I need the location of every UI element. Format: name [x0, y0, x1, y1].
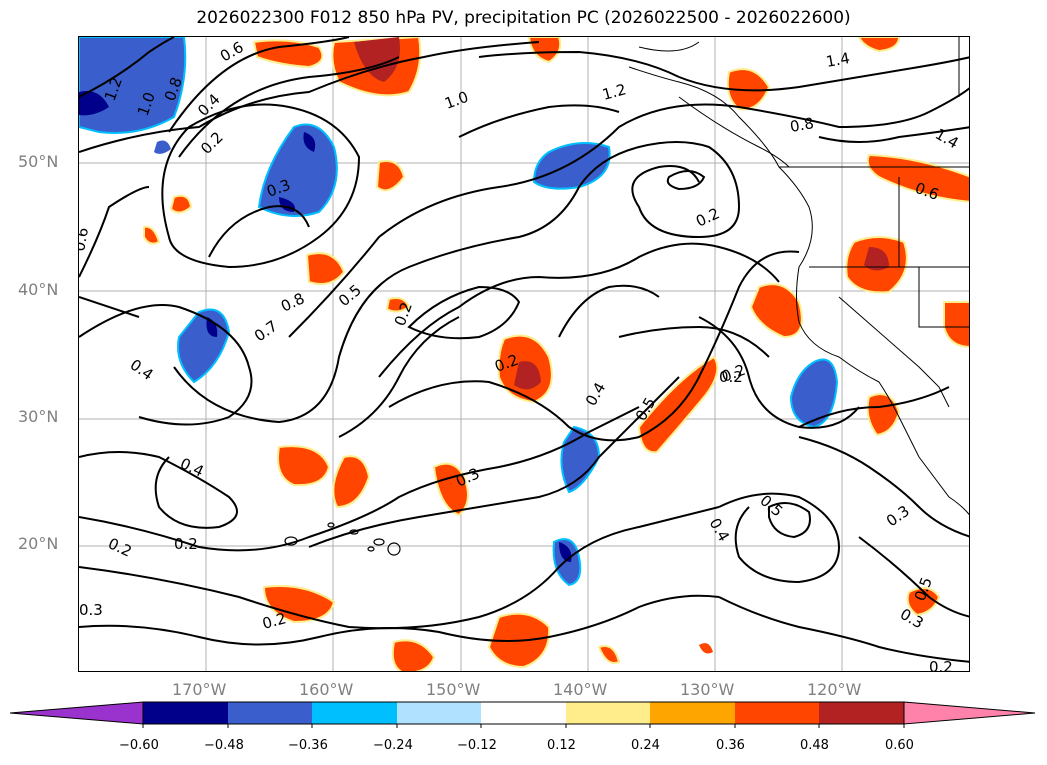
colorbar-tick-label: 0.36 — [716, 738, 745, 753]
svg-text:0.5: 0.5 — [335, 281, 365, 310]
lon-label-150w: 150°W — [426, 680, 481, 699]
colorbar-tick-label: −0.24 — [373, 738, 413, 753]
svg-text:1.4: 1.4 — [825, 49, 852, 71]
coastlines — [628, 37, 969, 516]
colorbar-tick-label: 0.24 — [631, 738, 660, 753]
svg-text:0.3: 0.3 — [883, 502, 913, 530]
colorbar-tick-label: −0.48 — [204, 738, 244, 753]
svg-text:0.8: 0.8 — [789, 114, 816, 136]
pv-contours — [79, 37, 969, 663]
svg-text:0.2: 0.2 — [197, 128, 227, 158]
svg-text:0.2: 0.2 — [174, 535, 198, 553]
svg-text:0.8: 0.8 — [278, 289, 307, 315]
svg-text:0.7: 0.7 — [251, 317, 281, 345]
lat-label-50n: 50°N — [18, 152, 59, 171]
svg-text:0.4: 0.4 — [582, 379, 610, 409]
lat-label-20n: 20°N — [18, 534, 59, 553]
lon-label-120w: 120°W — [807, 680, 862, 699]
lon-label-130w: 130°W — [680, 680, 735, 699]
colorbar-tick-label: 0.60 — [885, 738, 914, 753]
svg-text:0.6: 0.6 — [217, 38, 247, 66]
svg-text:0.2: 0.2 — [260, 609, 288, 633]
svg-text:0.2: 0.2 — [929, 658, 953, 672]
svg-text:0.4: 0.4 — [177, 454, 206, 480]
lat-label-40n: 40°N — [18, 280, 59, 299]
colorbar-tick-label: −0.60 — [119, 738, 159, 753]
colorbar-tick-label: 0.12 — [547, 738, 576, 753]
lat-label-30n: 30°N — [18, 407, 59, 426]
colorbar — [10, 701, 1036, 728]
svg-text:0.2: 0.2 — [105, 534, 134, 560]
lon-label-140w: 140°W — [553, 680, 608, 699]
positive-precip-areas — [143, 37, 969, 671]
svg-text:0.6: 0.6 — [79, 226, 92, 253]
svg-text:0.5: 0.5 — [756, 491, 786, 520]
svg-text:0.2: 0.2 — [719, 361, 748, 386]
svg-text:0.4: 0.4 — [706, 515, 734, 545]
colorbar-tick-label: −0.36 — [288, 738, 328, 753]
hawaii-islands — [284, 522, 401, 556]
lon-label-160w: 160°W — [299, 680, 354, 699]
map-panel: 0.6 1.2 1.0 0.8 0.4 0.2 0.3 0.6 0.8 0.7 … — [78, 36, 970, 672]
svg-text:0.4: 0.4 — [127, 356, 157, 384]
svg-text:0.2: 0.2 — [693, 204, 722, 230]
lon-label-170w: 170°W — [172, 680, 227, 699]
svg-text:0.3: 0.3 — [79, 601, 103, 619]
colorbar-tick-label: 0.48 — [800, 738, 829, 753]
map-canvas: 0.6 1.2 1.0 0.8 0.4 0.2 0.3 0.6 0.8 0.7 … — [79, 37, 969, 672]
svg-text:1.0: 1.0 — [442, 88, 471, 113]
map-title: 2026022300 F012 850 hPa PV, precipitatio… — [196, 8, 851, 28]
svg-text:1.2: 1.2 — [600, 80, 628, 104]
colorbar-tick-label: −0.12 — [457, 738, 497, 753]
svg-text:0.2: 0.2 — [719, 368, 743, 386]
